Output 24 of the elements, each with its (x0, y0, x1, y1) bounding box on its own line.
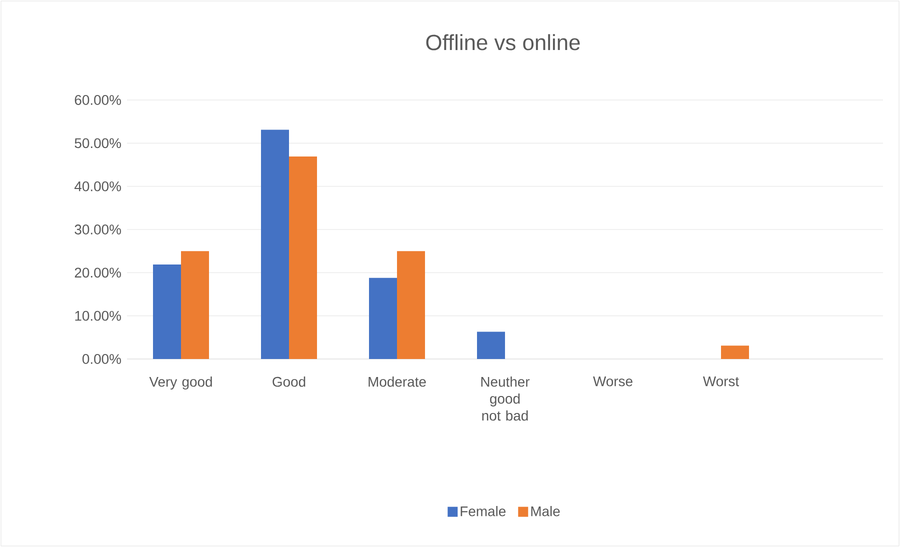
bar (397, 251, 426, 359)
bar (721, 346, 750, 359)
y-tick-label: 20.00% (74, 268, 121, 278)
y-tick-label: 40.00% (74, 181, 121, 192)
bar (289, 156, 318, 359)
y-tick-label: 50.00% (74, 138, 121, 148)
x-tick-label: Worst (702, 376, 739, 386)
x-tick-label: Good (272, 376, 306, 387)
y-tick-label: 10.00% (75, 310, 121, 321)
bar (477, 332, 506, 359)
legend-label: Female (460, 506, 506, 516)
bar (261, 130, 290, 359)
y-tick-label: 30.00% (74, 224, 121, 234)
x-tick-label: Neuther good not bad (481, 376, 530, 421)
bar (181, 251, 209, 359)
y-tick-label: 60.00% (74, 95, 121, 105)
x-tick-label: Very good (149, 376, 212, 390)
bar (369, 278, 398, 359)
x-tick-label: Worse (593, 376, 632, 386)
bar (153, 264, 181, 359)
y-tick-label: 0.00% (82, 354, 121, 364)
x-tick-label: Moderate (368, 376, 426, 387)
legend-label: Male (531, 506, 560, 516)
chart-title: Offline vs online (426, 34, 580, 50)
